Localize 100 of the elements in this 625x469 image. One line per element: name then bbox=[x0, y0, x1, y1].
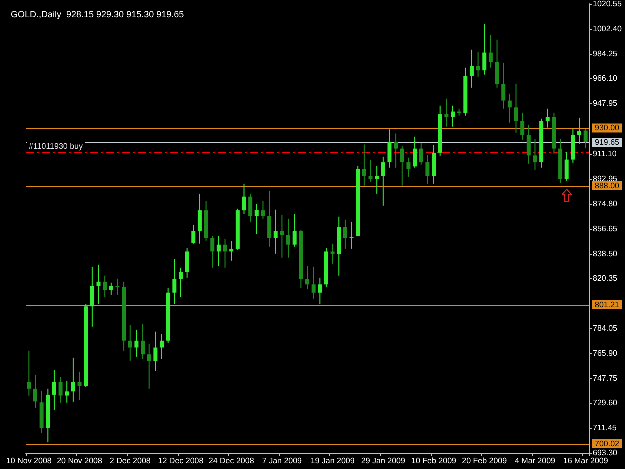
candlestick bbox=[312, 266, 316, 300]
candlestick bbox=[578, 117, 582, 145]
x-tick-label: 24 Dec 2008 bbox=[208, 456, 255, 466]
candlestick bbox=[306, 265, 310, 290]
y-tick-label: 784.05 bbox=[593, 324, 618, 333]
candlestick bbox=[280, 214, 284, 258]
candlestick bbox=[230, 240, 234, 262]
candlestick bbox=[419, 142, 424, 166]
candlestick bbox=[502, 62, 506, 110]
candlestick bbox=[103, 275, 108, 298]
candlestick bbox=[394, 133, 398, 168]
candlestick bbox=[292, 213, 297, 248]
candlestick bbox=[444, 98, 449, 128]
candlestick bbox=[343, 219, 348, 250]
candlestick bbox=[426, 154, 430, 184]
x-tick-label: 20 Nov 2008 bbox=[57, 456, 103, 466]
ref-line-label: 888.00 bbox=[595, 181, 620, 190]
candlestick bbox=[274, 209, 278, 254]
y-tick-label: 820.35 bbox=[593, 274, 618, 284]
candlestick bbox=[71, 357, 76, 402]
candlestick bbox=[65, 380, 70, 404]
candlestick bbox=[406, 157, 411, 178]
candlestick bbox=[248, 193, 253, 222]
ref-line-label: 801.21 bbox=[595, 300, 620, 310]
candlestick bbox=[27, 350, 32, 396]
candlestick bbox=[33, 374, 38, 408]
candlestick bbox=[78, 371, 82, 401]
y-tick-label: 874.80 bbox=[593, 199, 618, 208]
y-tick-label: 765.90 bbox=[593, 348, 618, 358]
candlestick bbox=[147, 343, 152, 390]
x-tick-label: 7 Jan 2009 bbox=[262, 456, 303, 466]
candlestick bbox=[154, 331, 158, 372]
candlestick bbox=[128, 324, 132, 362]
candlestick bbox=[223, 238, 228, 268]
candlestick bbox=[375, 165, 380, 194]
candlestick bbox=[254, 203, 259, 235]
y-tick-label: 984.25 bbox=[593, 49, 618, 58]
x-tick-label: 4 Mar 2009 bbox=[514, 456, 556, 466]
candlestick bbox=[470, 49, 474, 88]
candlestick bbox=[368, 159, 373, 182]
candlestick bbox=[413, 136, 418, 168]
candlestick bbox=[508, 93, 512, 124]
y-tick-label: 966.10 bbox=[593, 74, 618, 84]
y-tick-label: 711.45 bbox=[593, 424, 618, 433]
candlestick bbox=[318, 277, 322, 306]
candlestick bbox=[261, 200, 266, 220]
candlestick bbox=[198, 193, 202, 244]
candlestick bbox=[482, 23, 487, 76]
candlestick bbox=[514, 83, 518, 134]
y-tick-label: 1002.40 bbox=[593, 24, 622, 34]
y-tick-label: 856.65 bbox=[593, 224, 618, 234]
candlestick bbox=[160, 334, 164, 360]
text: GOLD.,Daily 928.15 929.30 915.30 919.65 bbox=[11, 10, 184, 20]
x-tick-label: 16 Mar 2009 bbox=[563, 456, 609, 466]
candlestick bbox=[526, 124, 531, 164]
candlestick bbox=[584, 128, 588, 149]
ref-line-label: #11011930 buy bbox=[29, 142, 83, 151]
x-tick-label: 12 Dec 2008 bbox=[158, 456, 204, 466]
x-tick-label: 10 Feb 2009 bbox=[412, 456, 458, 466]
candlestick bbox=[488, 34, 493, 68]
candlestick bbox=[52, 369, 56, 411]
candlestick bbox=[116, 278, 120, 296]
candlestick bbox=[134, 329, 139, 358]
candlestick bbox=[109, 282, 114, 296]
y-tick-label: 911.10 bbox=[593, 150, 618, 159]
candlestick bbox=[495, 39, 500, 88]
y-tick-label: 892.95 bbox=[593, 174, 618, 184]
candlestick bbox=[362, 144, 366, 186]
x-tick-label: 2 Dec 2008 bbox=[110, 456, 152, 466]
candlestick bbox=[432, 144, 436, 184]
candlestick bbox=[564, 151, 569, 182]
y-tick-label: 838.50 bbox=[593, 249, 618, 258]
candlestick bbox=[286, 218, 291, 258]
candlestick bbox=[216, 235, 221, 266]
candlestick bbox=[192, 224, 196, 244]
candlestick bbox=[520, 112, 525, 140]
candlestick bbox=[58, 376, 63, 404]
ref-line-label: 700.02 bbox=[595, 439, 620, 448]
candlestick bbox=[96, 264, 101, 304]
ref-line-label: 930.00 bbox=[595, 124, 620, 133]
candlestick bbox=[381, 156, 386, 206]
x-tick-label: 10 Nov 2008 bbox=[6, 456, 52, 466]
y-tick-label: 1020.55 bbox=[593, 0, 622, 8]
ref-line-label: 919.65 bbox=[595, 138, 620, 147]
candlestick bbox=[400, 146, 404, 186]
candlestick bbox=[242, 183, 246, 214]
candlestick bbox=[546, 108, 550, 128]
y-tick-label: 747.75 bbox=[593, 374, 618, 383]
y-tick-label: 729.60 bbox=[593, 398, 618, 408]
y-tick-label: 947.95 bbox=[593, 99, 618, 108]
candlestick bbox=[172, 258, 177, 304]
candlestick bbox=[330, 243, 335, 264]
y-tick-label: 693.30 bbox=[593, 448, 618, 458]
candlestick bbox=[388, 129, 392, 168]
x-tick-label: 29 Jan 2009 bbox=[361, 456, 406, 466]
candlestick bbox=[141, 323, 146, 360]
candlestick bbox=[90, 266, 94, 328]
x-tick-label: 20 Feb 2009 bbox=[462, 456, 508, 466]
candlestick bbox=[476, 51, 480, 78]
candlestick bbox=[185, 248, 190, 278]
